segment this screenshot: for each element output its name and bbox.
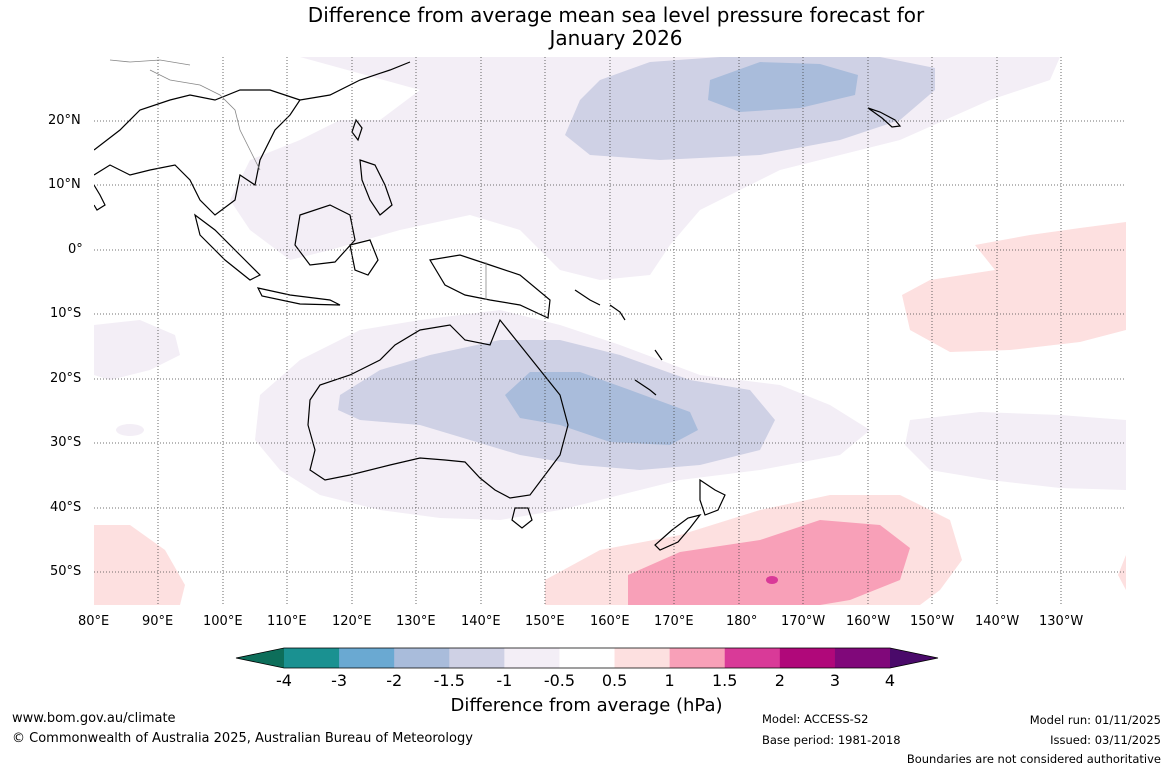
title-line-1: Difference from average mean sea level p… (307, 3, 925, 27)
coastline-sulawesi (349, 239, 379, 276)
map-panel (94, 57, 1126, 605)
colorbar-tick-label: -1.5 (434, 671, 465, 690)
colorbar-cell (779, 648, 836, 668)
colorbar-outline (235, 647, 939, 669)
coastline-java (256, 287, 341, 306)
lon-label-160w: 160°W (846, 614, 891, 629)
colorbar-tick-label: -1 (496, 671, 512, 690)
lat-label-10n: 10°N (48, 177, 81, 192)
coastline-sumatra (194, 213, 262, 281)
map-title: Difference from average mean sea level p… (0, 4, 1173, 50)
footer-issued: Issued: 03/11/2025 (1050, 733, 1161, 747)
colorbar-cell (339, 648, 395, 668)
lon-label-160e: 160°E (590, 614, 630, 629)
title-line-2: January 2026 (549, 26, 683, 50)
coastline-borneo (294, 204, 356, 266)
lat-label-0: 0° (68, 242, 83, 257)
lon-label-150e: 150°E (525, 614, 565, 629)
lon-label-130w: 130°W (1039, 614, 1084, 629)
lat-label-20n: 20°N (48, 113, 81, 128)
lon-label-140w: 140°W (975, 614, 1020, 629)
colorbar-under-arrow (236, 648, 284, 668)
colorbar-tick-label: -3 (331, 671, 347, 690)
lat-label-40s: 40°S (50, 500, 82, 515)
coastline-new-zealand-south (654, 513, 702, 551)
colorbar-cell (724, 648, 781, 668)
lon-label-130e: 130°E (396, 614, 436, 629)
lat-label-20s: 20°S (50, 371, 82, 386)
footer-model-run: Model run: 01/11/2025 (1029, 713, 1161, 727)
lon-label-80e: 80°E (78, 614, 110, 629)
colorbar-cell (394, 648, 450, 668)
lon-label-170e: 170°E (654, 614, 694, 629)
colorbar-tick-label: 1.5 (712, 671, 737, 690)
colorbar-cell (504, 648, 560, 668)
coastline-hawaii (867, 107, 902, 128)
colorbar-tick-label: 0.5 (602, 671, 627, 690)
colorbar-tick-label: 3 (830, 671, 840, 690)
coastline-taiwan (351, 118, 363, 142)
anomaly-region-pos15-blob (766, 576, 778, 584)
lon-label-150w: 150°W (910, 614, 955, 629)
coastline-new-caledonia (634, 379, 657, 396)
coastline-australia (307, 318, 569, 499)
lon-label-90e: 90°E (142, 614, 174, 629)
lon-label-100e: 100°E (203, 614, 243, 629)
coastline-fiji (654, 349, 663, 361)
lon-label-120e: 120°E (332, 614, 372, 629)
footer-base-period: Base period: 1981-2018 (762, 733, 901, 747)
lon-label-170w: 170°W (781, 614, 826, 629)
footer-disclaimer: Boundaries are not considered authoritat… (906, 752, 1161, 766)
lon-label-140e: 140°E (461, 614, 501, 629)
coastline-philippines (359, 159, 393, 216)
coastlines (94, 61, 902, 551)
colorbar-cell (449, 648, 505, 668)
lat-label-30s: 30°S (50, 435, 82, 450)
colorbar-cell (614, 648, 671, 668)
anomaly-region-neg15-australia (505, 372, 698, 445)
lat-label-50s: 50°S (50, 564, 82, 579)
coastline-asia-mainland (94, 89, 301, 216)
anomaly-region-pos05-corner (1118, 555, 1126, 590)
colorbar-tick-label: -4 (276, 671, 292, 690)
colorbar-tick-label: 4 (885, 671, 895, 690)
coastline-new-guinea (429, 254, 551, 319)
coastline-vanuatu (609, 304, 626, 321)
colorbar-cell (284, 648, 340, 668)
lat-label-10s: 10°S (50, 306, 82, 321)
colorbar-label: Difference from average (hPa) (450, 695, 723, 716)
anomaly-region-neg05-speck (116, 424, 144, 436)
anomaly-region-pos1-south (628, 520, 910, 605)
coastline-sri-lanka (94, 184, 106, 211)
coastline-tasmania (511, 507, 533, 529)
lon-label-180: 180° (726, 614, 758, 629)
footer-copyright: © Commonwealth of Australia 2025, Austra… (12, 731, 473, 746)
graticule (94, 57, 1126, 605)
anomaly-region-neg05-west (94, 320, 180, 380)
footer-model: Model: ACCESS-S2 (762, 712, 869, 726)
colorbar-cell (834, 648, 891, 668)
coastline-new-zealand-north (699, 478, 726, 516)
lon-label-110e: 110°E (267, 614, 307, 629)
anomaly-region-pos05-southwest (94, 525, 185, 605)
anomaly-region-neg15-north-pacific (708, 62, 858, 112)
country-borders (109, 59, 487, 300)
colorbar-tick-label: -2 (386, 671, 402, 690)
colorbar-tick-label: -0.5 (544, 671, 575, 690)
anomaly-region-neg05-east (905, 412, 1126, 490)
coastline-solomons (574, 289, 601, 306)
colorbar: -4 -3 -2 -1.5 -1 -0.5 0.5 1 1.5 2 3 4 (235, 647, 939, 690)
colorbar-tick-label: 1 (665, 671, 675, 690)
colorbar-cell (559, 648, 616, 668)
coastline-china-east (299, 61, 411, 101)
colorbar-tick-label: 2 (775, 671, 785, 690)
colorbar-over-arrow (890, 648, 938, 668)
footer-website: www.bom.gov.au/climate (12, 711, 176, 726)
colorbar-cell (669, 648, 726, 668)
anomaly-region-pos05-east (902, 222, 1126, 352)
